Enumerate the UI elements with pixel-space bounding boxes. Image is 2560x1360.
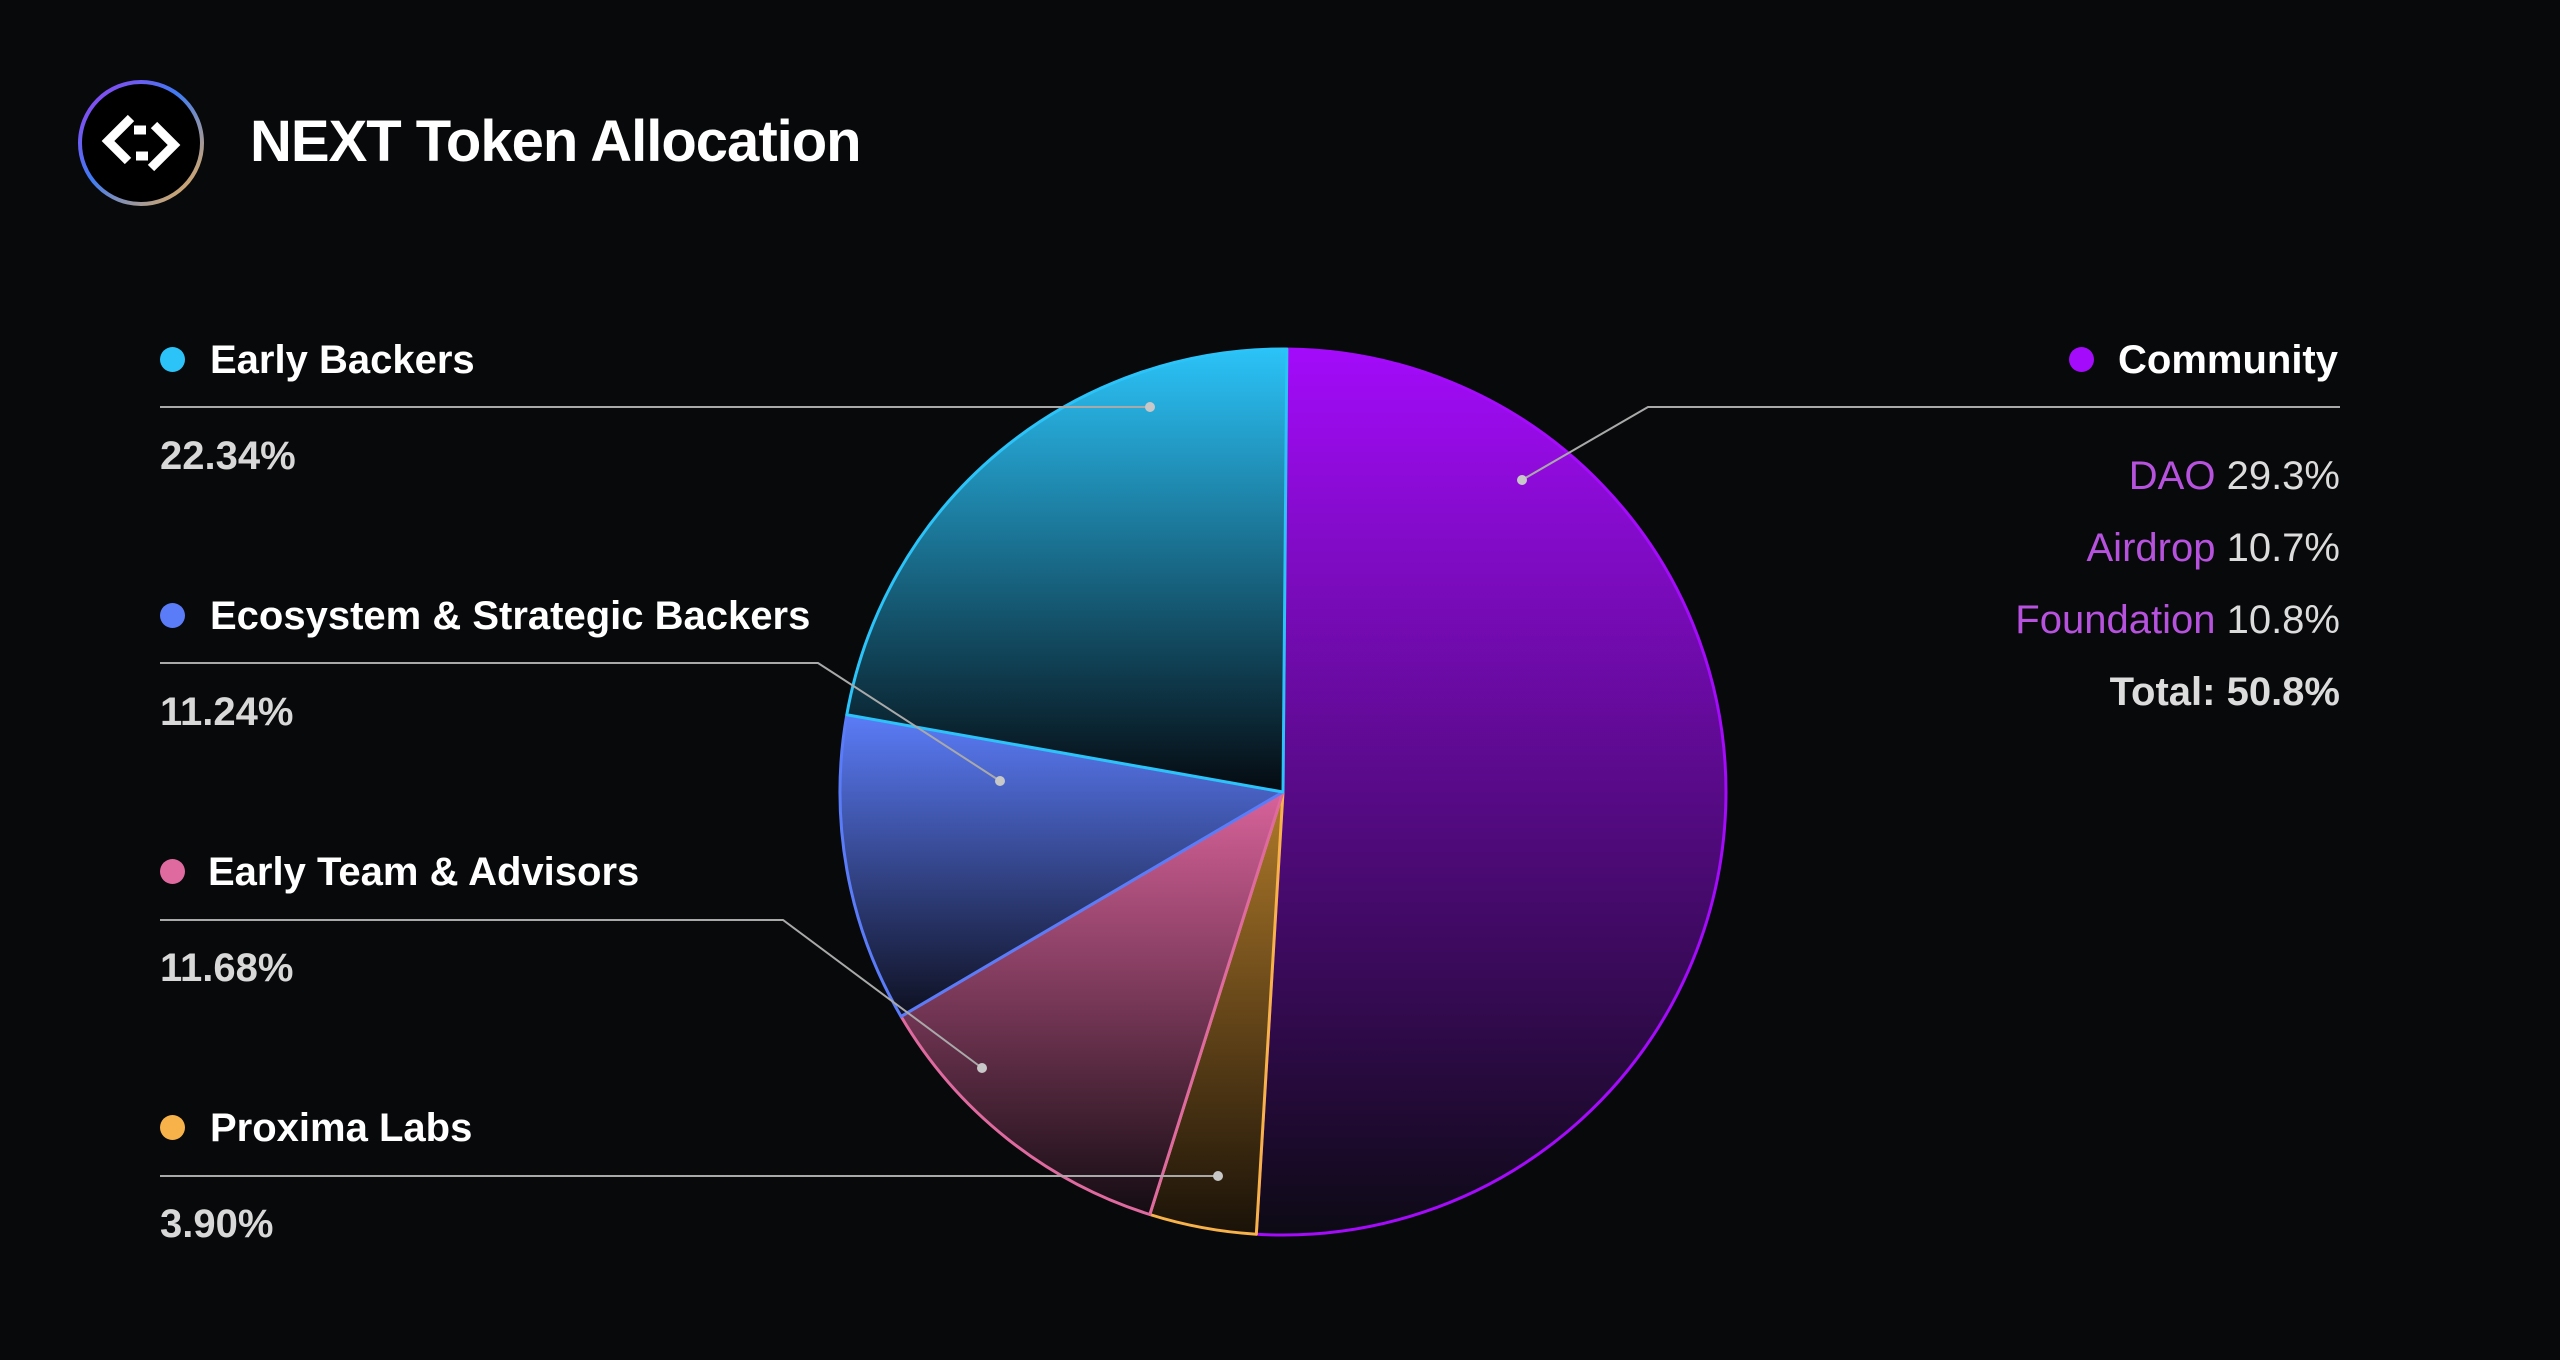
pie-slice-early-backers bbox=[845, 347, 1289, 794]
community-sub-name: Airdrop bbox=[2086, 526, 2216, 570]
legend-label-proxima: Proxima Labs bbox=[210, 1106, 473, 1150]
legend-dot-community bbox=[2069, 347, 2094, 372]
community-row-dao: DAO 29.3% bbox=[1740, 440, 2340, 512]
leader-dot-community bbox=[1517, 475, 1527, 485]
leader-line-community bbox=[1521, 406, 2340, 481]
legend-value-team: 11.68% bbox=[160, 946, 294, 990]
pie-slices bbox=[838, 347, 1728, 1237]
community-row-airdrop: Airdrop 10.7% bbox=[1740, 512, 2341, 584]
legend-value-early-backers: 22.34% bbox=[160, 434, 296, 478]
legend-value-ecosystem: 11.24% bbox=[160, 690, 294, 734]
community-row-foundation: Foundation 10.8% bbox=[1740, 584, 2340, 656]
leader-dots bbox=[977, 402, 1527, 1181]
legend-label-community: Community bbox=[2118, 338, 2338, 382]
leader-line-ecosystem bbox=[160, 662, 1001, 782]
legend-dot-ecosystem bbox=[160, 603, 185, 628]
legend-dot-early-backers bbox=[160, 347, 185, 372]
legend-dot-proxima bbox=[160, 1115, 185, 1140]
pie-slice-ecosystem-strategic-backers bbox=[838, 713, 1285, 1018]
community-sub-value: 10.8% bbox=[2226, 598, 2340, 642]
leader-line-team bbox=[160, 919, 983, 1069]
community-sub-name: DAO bbox=[2128, 454, 2216, 498]
leader-dot-team bbox=[977, 1063, 987, 1073]
community-total: Total: 50.8% bbox=[2109, 670, 2340, 714]
leader-dot-ecosystem bbox=[995, 776, 1005, 786]
legend-label-team: Early Team & Advisors bbox=[208, 850, 640, 894]
leader-dot-proxima bbox=[1213, 1171, 1223, 1181]
pie-slice-early-team-advisors bbox=[899, 790, 1285, 1216]
next-logo bbox=[78, 80, 204, 206]
pie-slice-community bbox=[1254, 347, 1728, 1237]
legend-value-proxima: 3.90% bbox=[160, 1202, 274, 1246]
community-sub-name: Foundation bbox=[2015, 598, 2216, 642]
community-sub-value: 10.7% bbox=[2226, 526, 2340, 570]
leader-dot-early-backers bbox=[1145, 402, 1155, 412]
legend-label-ecosystem: Ecosystem & Strategic Backers bbox=[210, 594, 811, 638]
legend-dot-team bbox=[160, 859, 185, 884]
community-sub-value: 29.3% bbox=[2226, 454, 2340, 498]
leader-lines bbox=[160, 406, 2340, 1177]
page-title: NEXT Token Allocation bbox=[250, 109, 862, 174]
legend-label-early-backers: Early Backers bbox=[210, 338, 475, 382]
community-breakdown: DAO 29.3% Airdrop 10.7% Foundation 10.8%… bbox=[1740, 440, 2340, 728]
